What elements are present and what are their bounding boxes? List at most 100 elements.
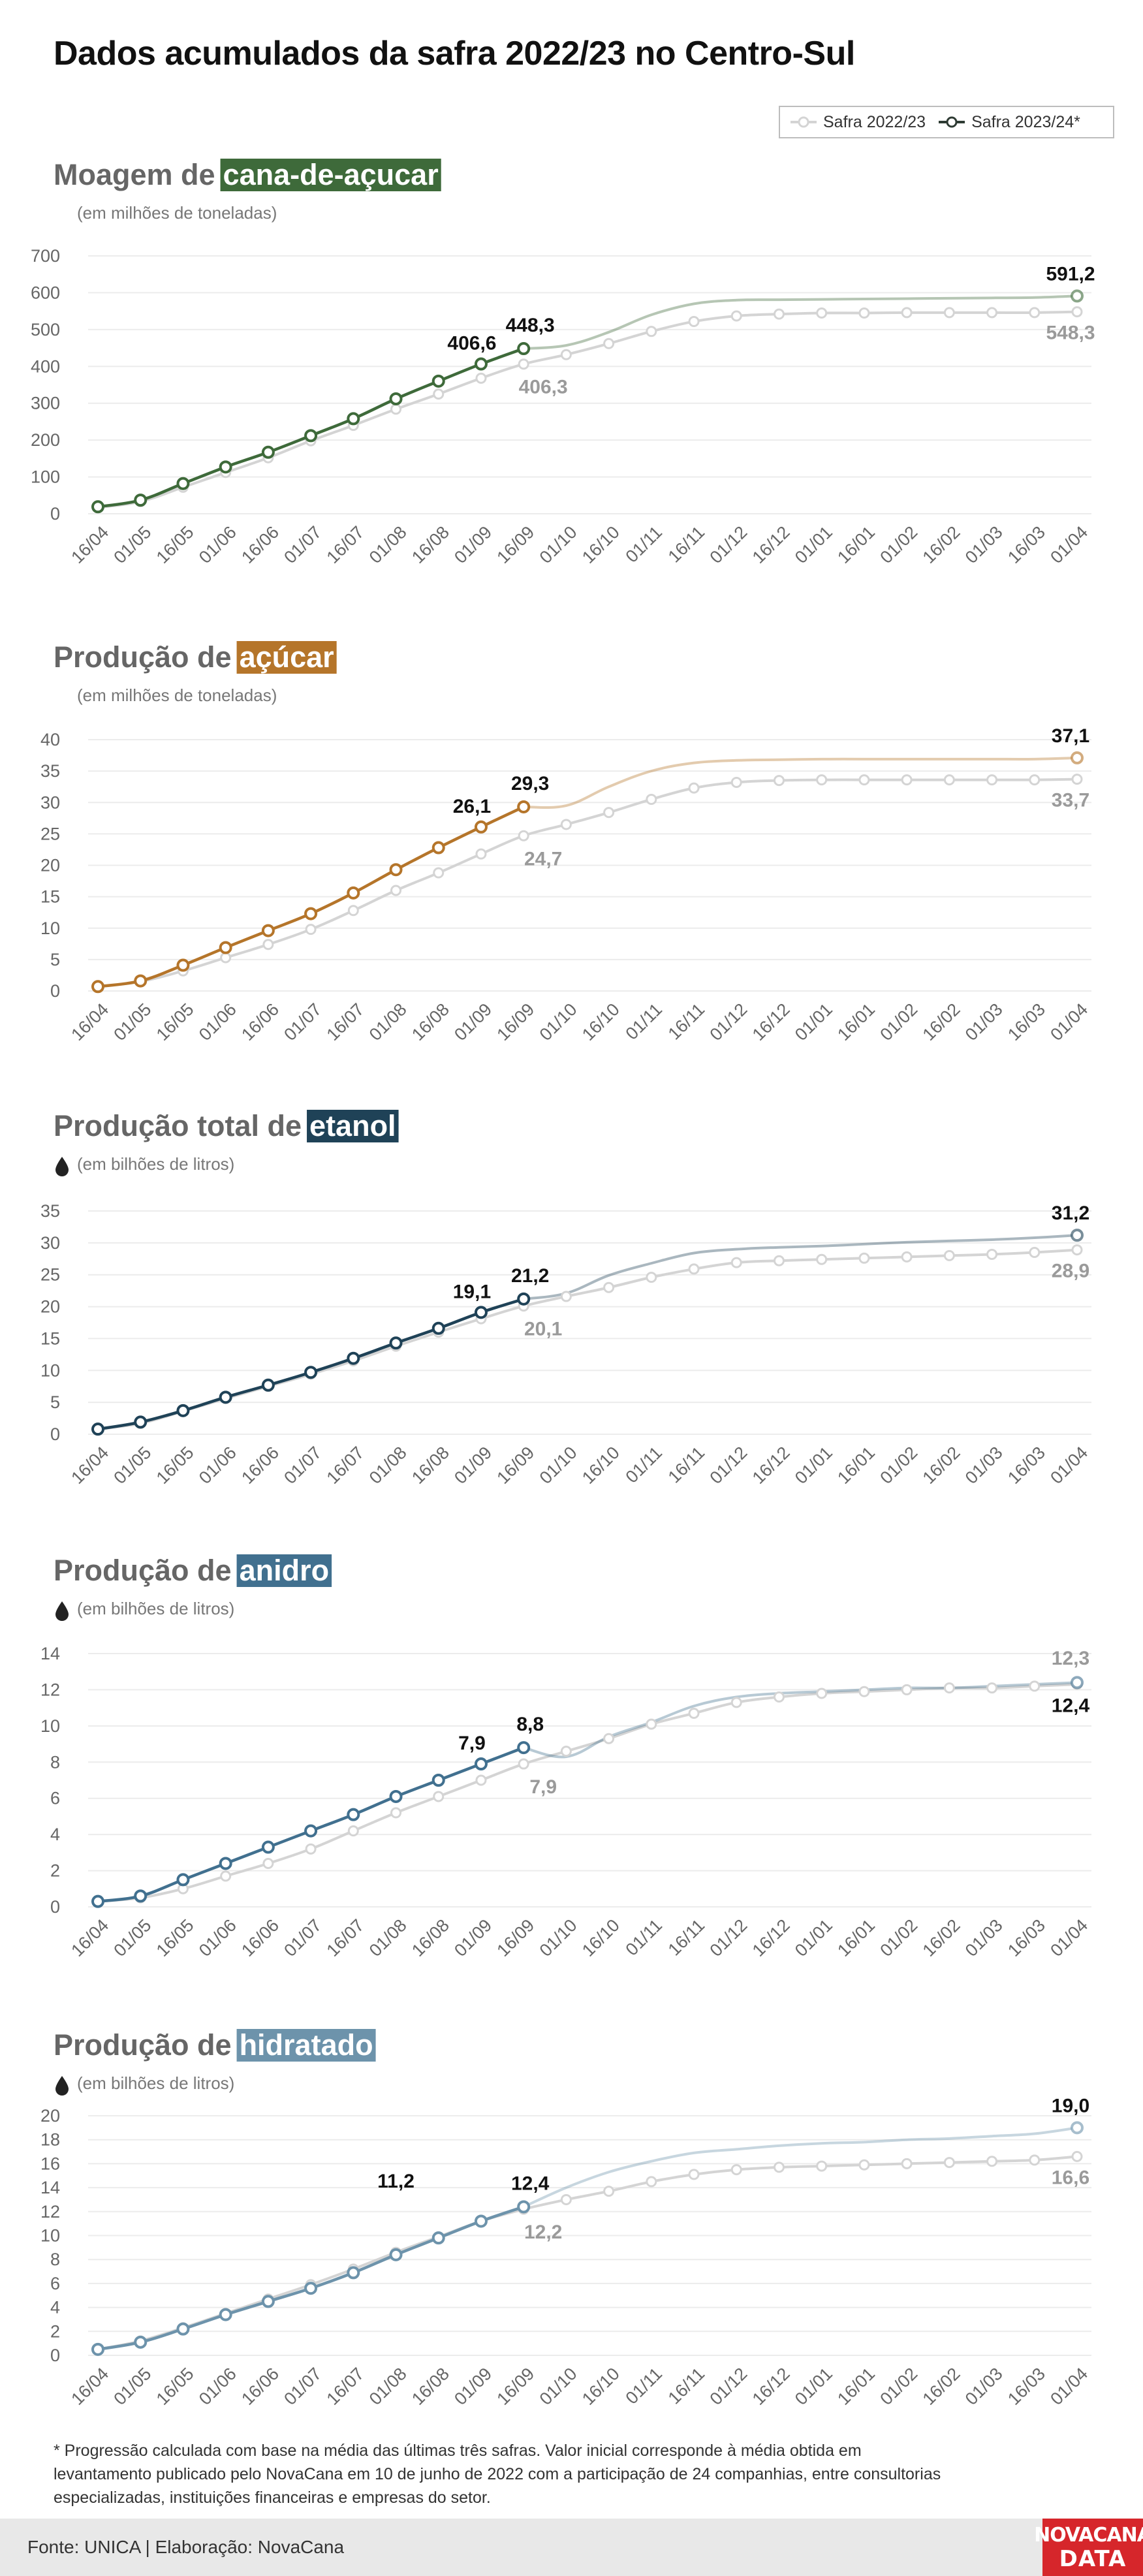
chart-title-highlight-bg bbox=[307, 1110, 399, 1142]
point-prev bbox=[1071, 2150, 1083, 2162]
y-tick-label: 2 bbox=[50, 2321, 60, 2341]
point-prev bbox=[858, 2159, 870, 2171]
point-curr bbox=[176, 958, 190, 972]
x-tick-label: 16/01 bbox=[834, 522, 879, 567]
point-prev bbox=[603, 2186, 615, 2197]
x-tick-label: 16/02 bbox=[919, 1915, 964, 1960]
x-tick-label: 16/02 bbox=[919, 522, 964, 567]
x-tick-label: 01/10 bbox=[536, 2364, 581, 2409]
x-tick-label: 01/04 bbox=[1046, 1915, 1091, 1960]
x-tick-label: 16/08 bbox=[408, 2364, 453, 2409]
x-tick-label: 16/11 bbox=[665, 522, 709, 567]
x-tick-label: 16/11 bbox=[665, 2364, 709, 2408]
point-prev bbox=[773, 775, 785, 787]
y-tick-label: 25 bbox=[40, 824, 60, 843]
point-prev bbox=[986, 1248, 998, 1260]
point-prev bbox=[986, 774, 998, 786]
footnote: * Progressão calculada com base na média… bbox=[54, 2442, 941, 2507]
x-tick-label: 16/05 bbox=[153, 522, 198, 567]
footer-bar: Fonte: UNICA | Elaboração: NovaCana NOVA… bbox=[0, 2519, 1143, 2576]
point-curr bbox=[176, 477, 190, 490]
point-prev bbox=[1029, 307, 1041, 319]
point-prev bbox=[858, 307, 870, 319]
x-tick-label: 16/06 bbox=[238, 2364, 283, 2409]
point-prev bbox=[688, 1263, 700, 1275]
x-tick-label: 01/11 bbox=[621, 1915, 666, 1960]
data-label-prev-end: 548,3 bbox=[1046, 322, 1095, 344]
data-label-curr-pre: 19,1 bbox=[453, 1281, 491, 1302]
x-tick-label: 01/10 bbox=[536, 522, 581, 567]
legend-marker-curr bbox=[939, 116, 965, 128]
point-prev bbox=[901, 1251, 913, 1263]
point-prev bbox=[1071, 306, 1083, 318]
page-title: Dados acumulados da safra 2022/23 no Cen… bbox=[54, 35, 855, 72]
drop-icon bbox=[55, 1601, 69, 1621]
x-tick-label: 01/01 bbox=[791, 2364, 836, 2409]
legend-item-prev: Safra 2022/23 bbox=[789, 113, 926, 132]
x-tick-label: 01/09 bbox=[450, 999, 495, 1045]
legend-item-curr: Safra 2023/24* bbox=[937, 113, 1080, 132]
point-curr bbox=[219, 941, 232, 954]
point-prev bbox=[646, 1272, 657, 1283]
point-prev bbox=[943, 1682, 955, 1694]
point-curr bbox=[517, 342, 531, 356]
x-tick-label: 01/01 bbox=[791, 1915, 836, 1960]
charts-canvas: Moagem de cana-de-açucar (em milhões de to… bbox=[31, 158, 1095, 2409]
x-tick-label: 16/02 bbox=[919, 999, 964, 1045]
x-tick-label: 16/11 bbox=[665, 1915, 709, 1960]
point-curr bbox=[176, 1404, 190, 1417]
chart-subtitle: (em milhões de toneladas) bbox=[77, 685, 277, 705]
chart-cana: Moagem de cana-de-açucar (em milhões de to… bbox=[31, 158, 1095, 567]
x-tick-label: 16/10 bbox=[578, 522, 623, 567]
y-tick-label: 8 bbox=[50, 1752, 60, 1772]
point-prev bbox=[858, 774, 870, 786]
x-tick-label: 16/12 bbox=[749, 522, 794, 567]
point-prev bbox=[730, 1697, 742, 1708]
point-curr bbox=[474, 1757, 488, 1771]
point-prev bbox=[305, 1843, 317, 1855]
data-label-prev-end: 33,7 bbox=[1052, 790, 1089, 811]
point-prev bbox=[943, 1249, 955, 1261]
x-tick-label: 16/10 bbox=[578, 2364, 623, 2409]
chart-title-prefix: Produção total de bbox=[54, 1109, 302, 1142]
x-tick-label: 01/03 bbox=[962, 1915, 1007, 1960]
x-tick-label: 01/10 bbox=[536, 999, 581, 1045]
point-prev bbox=[390, 1807, 402, 1819]
x-tick-label: 16/09 bbox=[493, 522, 538, 567]
chart-title-highlight-bg bbox=[220, 159, 441, 191]
y-tick-label: 5 bbox=[50, 1392, 60, 1412]
x-tick-label: 16/04 bbox=[67, 1443, 112, 1488]
point-prev bbox=[943, 307, 955, 319]
data-label-curr-last: 21,2 bbox=[511, 1265, 549, 1287]
data-label-curr-pre: 26,1 bbox=[453, 796, 491, 817]
x-tick-label: 01/03 bbox=[962, 2364, 1007, 2409]
chart-subtitle: (em bilhões de litros) bbox=[77, 1154, 234, 1174]
data-label-prev-last: 7,9 bbox=[529, 1776, 557, 1798]
x-tick-label: 01/07 bbox=[280, 2364, 325, 2409]
data-label-curr-last: 448,3 bbox=[506, 315, 555, 336]
x-tick-label: 01/08 bbox=[366, 1443, 411, 1488]
point-prev bbox=[773, 1691, 785, 1703]
y-tick-label: 10 bbox=[40, 1716, 60, 1736]
x-tick-label: 16/01 bbox=[834, 2364, 879, 2409]
x-tick-label: 16/06 bbox=[238, 522, 283, 567]
x-tick-label: 16/05 bbox=[153, 1915, 198, 1960]
chart-anidro: Produção de anidro (em bilhões de litros) 0… bbox=[40, 1554, 1091, 1960]
point-prev bbox=[688, 782, 700, 794]
novacana-logo: NOVACANA DATA bbox=[1034, 2519, 1143, 2576]
chart-title-highlight: cana-de-açucar bbox=[223, 158, 439, 191]
data-label-curr-end: 591,2 bbox=[1046, 263, 1095, 285]
data-label-curr-last: 12,4 bbox=[511, 2173, 550, 2194]
x-tick-label: 16/03 bbox=[1004, 522, 1049, 567]
x-tick-label: 01/06 bbox=[195, 1443, 240, 1488]
x-tick-label: 01/05 bbox=[110, 1915, 155, 1960]
chart-title-prefix: Produção de bbox=[54, 640, 232, 674]
y-tick-label: 14 bbox=[40, 1644, 60, 1663]
point-prev bbox=[518, 358, 529, 370]
point-prev bbox=[603, 807, 615, 819]
point-prev bbox=[816, 1688, 828, 1699]
x-tick-label: 01/09 bbox=[450, 2364, 495, 2409]
point-curr-end bbox=[1071, 1229, 1084, 1242]
point-curr bbox=[347, 1351, 360, 1365]
point-prev bbox=[858, 1686, 870, 1697]
